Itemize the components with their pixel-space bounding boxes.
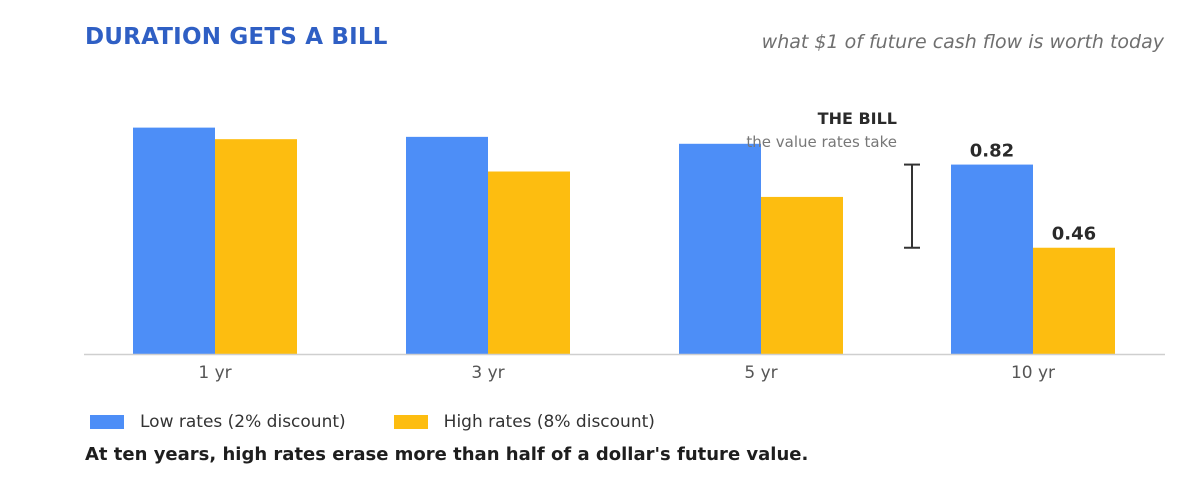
legend-swatch-low-rates [90,415,124,429]
data-label: 0.82 [970,141,1014,162]
bar-high-10yr [1033,247,1115,354]
x-tick-label: 10 yr [1011,363,1055,383]
bar-high-5yr [761,196,843,354]
data-label: 0.46 [1052,224,1096,245]
bar-high-3yr [488,171,570,354]
bar-low-5yr [679,143,761,354]
chart-caption: At ten years, high rates erase more than… [85,444,809,465]
bar-high-1yr [215,139,297,354]
legend-label-low-rates: Low rates (2% discount) [140,412,346,432]
annotation-subtitle: the value rates take [746,133,897,151]
chart-subtitle: what $1 of future cash flow is worth tod… [761,31,1164,53]
legend: Low rates (2% discount) High rates (8% d… [90,412,703,432]
x-tick-label: 3 yr [471,363,504,383]
bar-low-10yr [951,164,1033,354]
legend-item-low-rates: Low rates (2% discount) [90,412,346,432]
legend-swatch-high-rates [393,415,428,429]
x-tick-label: 5 yr [744,363,777,383]
bar-low-3yr [406,136,488,354]
legend-item-high-rates: High rates (8% discount) [393,412,655,432]
legend-label-high-rates: High rates (8% discount) [443,412,655,432]
x-tick-label: 1 yr [198,363,231,383]
chart-title: DURATION GETS A BILL [85,24,388,50]
bar-low-1yr [133,127,215,355]
annotation-title: THE BILL [818,109,897,128]
